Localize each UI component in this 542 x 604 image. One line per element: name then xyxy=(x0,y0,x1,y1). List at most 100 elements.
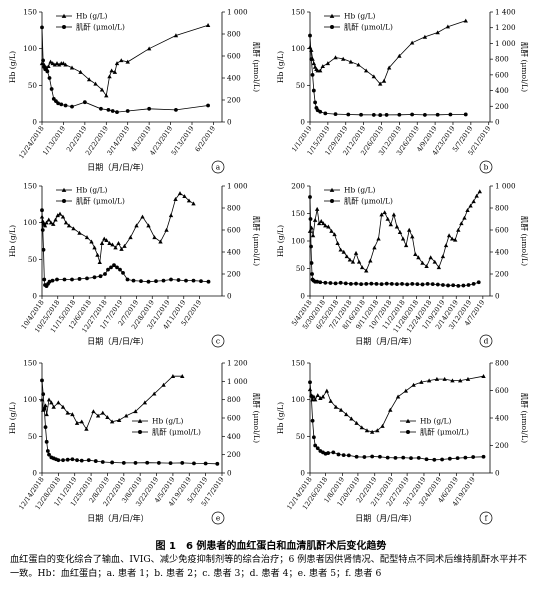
hb-point xyxy=(385,216,390,221)
creatinine-point xyxy=(70,457,75,462)
creatinine-point xyxy=(41,58,45,63)
creatinine-point xyxy=(139,279,143,284)
creatinine-point xyxy=(410,282,415,286)
series-line-creatinine xyxy=(41,380,218,465)
creatinine-point xyxy=(133,461,138,465)
hb-point xyxy=(409,40,415,45)
y2-tick-label: 1 400 xyxy=(495,8,516,17)
y-axis-label: Hb (g/L) xyxy=(276,51,285,83)
hb-point xyxy=(119,58,124,63)
y2-tick-label: 600 xyxy=(227,226,241,235)
hb-point xyxy=(333,55,338,60)
creatinine-point xyxy=(308,380,312,385)
y2-tick-label: 0 xyxy=(227,118,232,127)
creatinine-point xyxy=(333,112,338,117)
hb-point xyxy=(44,412,49,417)
y2-tick-label: 400 xyxy=(495,248,509,257)
hb-point xyxy=(450,378,455,383)
legend-creatinine-marker xyxy=(138,430,142,434)
y-tick-label: 150 xyxy=(291,8,305,17)
creatinine-point xyxy=(308,33,312,38)
hb-point xyxy=(375,428,380,433)
hb-point xyxy=(435,30,440,35)
hb-point xyxy=(320,394,326,399)
hb-point xyxy=(318,68,323,73)
creatinine-point xyxy=(161,278,166,283)
hb-point xyxy=(424,264,429,269)
creatinine-point xyxy=(446,283,450,288)
hb-point xyxy=(369,429,375,434)
hb-point xyxy=(52,62,58,67)
x-axis-label: 日期（月/日/年） xyxy=(87,336,148,346)
hb-point xyxy=(363,68,369,73)
hb-point xyxy=(317,221,322,226)
panel-letter-circle xyxy=(211,511,225,525)
hb-point xyxy=(70,412,75,417)
hb-point xyxy=(84,426,89,431)
y2-tick-label: 400 xyxy=(227,74,241,83)
y-tick-label: 150 xyxy=(23,359,37,368)
creatinine-point xyxy=(416,455,421,460)
hb-point xyxy=(356,259,362,264)
creatinine-point xyxy=(308,217,313,221)
hb-point xyxy=(164,227,169,232)
y2-axis-label: 肌酐 (μmol/L) xyxy=(252,42,261,92)
hb-point xyxy=(386,65,392,70)
hb-point xyxy=(325,61,331,66)
hb-point xyxy=(348,59,354,64)
hb-point xyxy=(477,189,482,194)
hb-point xyxy=(125,59,130,64)
creatinine-point xyxy=(47,279,52,284)
hb-point xyxy=(152,391,157,396)
creatinine-point xyxy=(435,282,440,287)
hb-point xyxy=(312,397,318,402)
y2-axis-label: 肌酐 (μmol/L) xyxy=(252,216,261,266)
y2-tick-label: 800 xyxy=(227,395,241,404)
y-tick-label: 50 xyxy=(296,81,306,90)
creatinine-point xyxy=(147,106,152,111)
hb-point xyxy=(78,69,83,74)
legend-label: 肌酐 (μmol/L) xyxy=(344,197,393,206)
panel-letter: e xyxy=(216,514,220,523)
hb-point xyxy=(42,223,48,228)
y-tick-label: 100 xyxy=(23,218,37,227)
hb-point xyxy=(56,62,62,67)
creatinine-point xyxy=(206,279,211,284)
creatinine-point xyxy=(125,109,130,113)
creatinine-point xyxy=(168,461,173,465)
y2-tick-label: 1 000 xyxy=(227,182,248,191)
x-axis-label: 日期（月/日/年） xyxy=(87,162,148,172)
series-line-creatinine xyxy=(41,210,209,287)
y-axis-label: Hb (g/L) xyxy=(8,51,17,83)
creatinine-point xyxy=(85,276,89,281)
y2-tick-label: 200 xyxy=(495,441,509,450)
creatinine-point xyxy=(354,454,359,459)
hb-point xyxy=(177,191,183,196)
creatinine-point xyxy=(481,454,486,459)
creatinine-point xyxy=(359,112,363,117)
y2-tick-label: 600 xyxy=(495,70,509,79)
creatinine-point xyxy=(441,283,445,287)
y2-tick-label: 400 xyxy=(227,248,241,257)
creatinine-point xyxy=(384,281,389,286)
y2-tick-label: 1 000 xyxy=(495,182,516,191)
hb-point xyxy=(54,61,60,66)
hb-point xyxy=(314,206,320,211)
hb-point xyxy=(364,268,369,273)
y2-tick-label: 200 xyxy=(227,450,241,459)
series-line-creatinine xyxy=(41,27,209,113)
hb-point xyxy=(371,74,377,79)
y-tick-label: 0 xyxy=(32,118,37,127)
panel-letter: a xyxy=(216,163,221,172)
creatinine-point xyxy=(425,282,430,286)
y-tick-label: 50 xyxy=(28,432,38,441)
creatinine-point xyxy=(463,112,468,117)
y2-tick-label: 0 xyxy=(495,292,500,301)
creatinine-point xyxy=(103,272,107,276)
hb-point xyxy=(354,420,359,425)
panel-letter: c xyxy=(216,337,220,346)
hb-point xyxy=(170,374,176,378)
hb-point xyxy=(311,394,317,399)
